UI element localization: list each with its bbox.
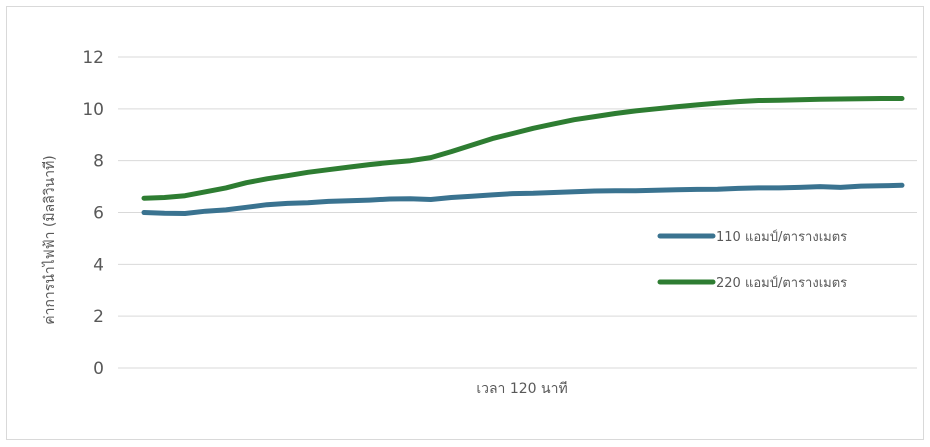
y-tick-label: 0 bbox=[93, 359, 104, 379]
x-axis-title: เวลา 120 นาที bbox=[476, 381, 567, 397]
series-line-1 bbox=[141, 182, 905, 216]
y-tick-label: 6 bbox=[93, 204, 104, 224]
y-tick-label: 4 bbox=[93, 255, 104, 275]
series-line-2 bbox=[141, 96, 905, 201]
legend: 110 แอมป์/ตารางเมตร 220 แอมป์/ตารางเมตร bbox=[657, 229, 847, 291]
y-tick-label: 10 bbox=[82, 100, 104, 120]
y-tick-label: 8 bbox=[93, 152, 104, 172]
y-tick-label: 12 bbox=[82, 48, 104, 68]
gridlines bbox=[118, 56, 917, 369]
legend-label-1: 110 แอมป์/ตารางเมตร bbox=[716, 229, 847, 245]
legend-label-2: 220 แอมป์/ตารางเมตร bbox=[716, 275, 847, 291]
y-axis-title: ค่าการนำไฟฟ้า (มิลลิวินาที) bbox=[41, 155, 58, 325]
y-tick-labels: 0 2 4 6 8 10 12 bbox=[82, 48, 104, 379]
series-lines bbox=[141, 96, 905, 216]
y-tick-label: 2 bbox=[93, 307, 104, 327]
